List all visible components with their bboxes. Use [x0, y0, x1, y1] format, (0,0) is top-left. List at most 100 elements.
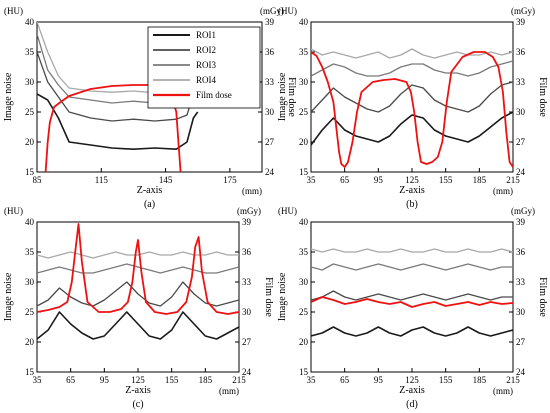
x-tick-label: 145	[159, 175, 173, 185]
x-tick-label: 85	[33, 175, 43, 185]
x-tick-label: 185	[199, 375, 213, 385]
x-tick-label: 215	[232, 375, 246, 385]
x-tick-label: 155	[165, 375, 179, 385]
series-line-film-dose	[37, 223, 239, 315]
y-right-tick-label: 39	[265, 17, 275, 27]
x-tick-label: 65	[340, 375, 350, 385]
y-tick-label: 15	[299, 367, 309, 377]
y-right-tick-label: 24	[516, 167, 526, 177]
y-unit-left: (HU)	[278, 6, 297, 16]
y-right-axis-label: Film dose	[537, 77, 548, 117]
y-tick-label: 20	[299, 137, 309, 147]
y-right-tick-label: 27	[265, 137, 275, 147]
y-tick-label: 15	[299, 167, 309, 177]
y-unit-right: (mGy)	[511, 6, 535, 16]
y-right-axis-label: Film dose	[263, 277, 274, 317]
y-axis-label: Image noise	[3, 272, 14, 321]
series-line-roi1	[37, 311, 239, 340]
panel-3: 35 65 95 125 155 185 215 15 20 25 30 35 40 24 27 30 33 36…	[277, 206, 548, 410]
y-unit-right: (mGy)	[260, 6, 284, 16]
y-tick-label: 25	[25, 307, 35, 317]
y-tick-label: 20	[25, 337, 35, 347]
series-line-film-dose	[311, 296, 513, 308]
x-tick-label: 185	[473, 375, 487, 385]
y-axis-label: Image noise	[3, 72, 14, 121]
legend-label: ROI2	[196, 45, 216, 55]
x-tick-label: 115	[95, 175, 109, 185]
y-right-tick-label: 30	[516, 107, 526, 117]
series-line-roi3	[311, 263, 513, 271]
series-line-roi4	[37, 251, 239, 259]
y-right-tick-label: 30	[265, 107, 275, 117]
y-right-tick-label: 30	[516, 307, 526, 317]
x-tick-label: 35	[307, 175, 317, 185]
plot-frame	[36, 21, 263, 173]
x-tick-label: 215	[506, 175, 520, 185]
series-group	[311, 48, 513, 168]
y-tick-label: 30	[299, 277, 309, 287]
series-line-roi2	[311, 290, 513, 301]
y-tick-label: 30	[299, 77, 309, 87]
y-right-tick-label: 36	[516, 47, 526, 57]
y-right-tick-label: 39	[242, 217, 252, 227]
y-tick-label: 25	[25, 107, 35, 117]
y-right-tick-label: 33	[516, 277, 526, 287]
x-unit: (mm)	[493, 186, 513, 196]
x-tick-label: 175	[223, 175, 237, 185]
y-unit-left: (HU)	[4, 206, 23, 216]
x-unit: (mm)	[242, 186, 262, 196]
series-group	[311, 248, 513, 337]
y-tick-label: 15	[25, 367, 35, 377]
x-tick-label: 95	[374, 175, 384, 185]
x-unit: (mm)	[219, 386, 239, 396]
series-line-roi2	[37, 51, 199, 122]
panel-label: (c)	[132, 399, 143, 410]
legend-label: ROI1	[196, 30, 216, 40]
series-line-roi2	[37, 281, 239, 307]
series-line-roi1	[311, 111, 513, 146]
x-tick-label: 35	[33, 375, 43, 385]
x-tick-label: 125	[405, 175, 419, 185]
x-tick-label: 125	[405, 375, 419, 385]
x-tick-label: 155	[439, 175, 453, 185]
y-right-tick-label: 33	[242, 277, 252, 287]
x-tick-label: 65	[340, 175, 350, 185]
panel-label: (b)	[406, 199, 418, 210]
x-axis-label: Z-axis	[125, 385, 151, 396]
panel-1: 35 65 95 125 155 185 215 15 20 25 30 35 40 24 27 30 33 36…	[277, 6, 548, 210]
x-tick-label: 35	[307, 375, 317, 385]
series-line-roi1	[311, 326, 513, 337]
x-tick-label: 215	[506, 375, 520, 385]
x-axis-label: Z-axis	[399, 385, 425, 396]
panel-2: 35 65 95 125 155 185 215 15 20 25 30 35 40 24 27 30 33 36…	[3, 206, 274, 410]
y-tick-label: 25	[299, 307, 309, 317]
panel-0: 85 115 145 175152025303540242730333639(HU)(…	[3, 6, 297, 210]
series-line-roi1	[37, 93, 199, 150]
y-right-axis-label: Film dose	[537, 277, 548, 317]
series-line-roi4	[311, 48, 513, 59]
series-line-roi4	[311, 248, 513, 253]
x-tick-label: 65	[66, 375, 76, 385]
series-group	[37, 223, 239, 340]
y-tick-label: 35	[299, 247, 309, 257]
y-tick-label: 30	[25, 77, 35, 87]
y-right-tick-label: 39	[516, 217, 526, 227]
y-right-tick-label: 30	[242, 307, 252, 317]
y-right-tick-label: 24	[242, 367, 252, 377]
y-tick-label: 40	[25, 217, 35, 227]
y-right-tick-label: 36	[516, 247, 526, 257]
x-tick-label: 185	[473, 175, 487, 185]
y-tick-label: 25	[299, 107, 309, 117]
x-axis-label: Z-axis	[137, 185, 163, 196]
y-tick-label: 40	[25, 17, 35, 27]
y-tick-label: 35	[25, 247, 35, 257]
y-right-tick-label: 27	[516, 337, 526, 347]
series-line-roi2	[311, 81, 513, 113]
legend: ROI1 ROI2 ROI3 ROI4 Film dose	[147, 26, 261, 109]
legend-label: ROI4	[196, 75, 216, 85]
y-unit-right: (mGy)	[237, 206, 261, 216]
y-unit-left: (HU)	[278, 206, 297, 216]
y-tick-label: 40	[299, 217, 309, 227]
y-tick-label: 40	[299, 17, 309, 27]
